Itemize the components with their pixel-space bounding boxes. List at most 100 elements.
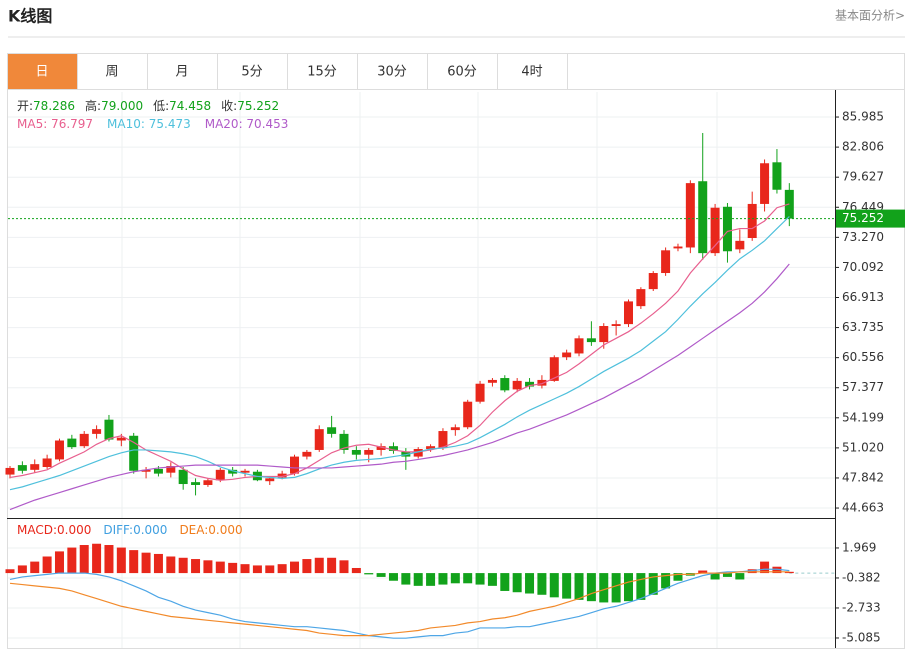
legend-item: MA20: 70.453: [205, 117, 289, 131]
candle-body: [661, 250, 671, 274]
macd-bar: [104, 545, 114, 574]
candle-body: [747, 203, 757, 239]
info-label: 高:: [85, 98, 101, 113]
macd-bar: [487, 573, 497, 586]
candle-body: [104, 419, 114, 440]
tab[interactable]: 日: [7, 53, 78, 90]
macd-bar: [624, 573, 633, 602]
tab-label: 30分: [377, 65, 407, 80]
macd-bar: [376, 573, 386, 577]
candle-body: [314, 429, 324, 450]
candle-body: [438, 431, 448, 449]
tab-label: 60分: [447, 65, 477, 80]
macd-bar: [129, 550, 139, 574]
macd-bar: [339, 560, 349, 574]
tab[interactable]: 30分: [357, 53, 428, 90]
candle-body: [351, 449, 361, 455]
macd-bar: [240, 564, 250, 574]
y-tick-label: 57.377: [842, 380, 884, 394]
tab[interactable]: 4时: [497, 53, 568, 90]
macd-bar: [512, 573, 522, 593]
candle-body: [191, 482, 201, 485]
macd-bar: [698, 570, 708, 574]
macd-bar: [661, 573, 671, 589]
macd-bar: [586, 573, 596, 602]
macd-bar: [525, 573, 535, 594]
macd-bar: [215, 561, 225, 574]
macd-bar: [314, 557, 324, 574]
tab-label: 4时: [521, 65, 542, 80]
candle-body: [636, 289, 646, 307]
macd-line: [9, 571, 790, 637]
tab[interactable]: 月: [147, 53, 218, 90]
candle-body: [475, 383, 485, 402]
tab[interactable]: 60分: [427, 53, 498, 90]
ohlc-info: 开:78.286 高:79.000 低:74.458 收:75.252: [17, 98, 279, 113]
candle-body: [302, 451, 312, 457]
candle-body: [722, 206, 732, 252]
candle-body: [648, 273, 658, 290]
candle-body: [215, 469, 225, 481]
macd-bar: [463, 573, 473, 584]
candle-body: [54, 440, 64, 460]
macd-bar: [450, 573, 460, 584]
macd-bar: [92, 543, 102, 574]
macd-bar: [574, 573, 584, 600]
legend-item: MA10: 75.473: [107, 117, 191, 131]
candle-body: [673, 246, 683, 249]
candle-body: [277, 473, 287, 478]
macd-bar: [562, 573, 572, 599]
candle-body: [116, 437, 126, 441]
candle-body: [599, 326, 609, 343]
macd-bar: [500, 573, 510, 591]
ma-line: [9, 216, 790, 491]
legend-item: MA5: 76.797: [17, 117, 93, 131]
macd-bar: [537, 573, 547, 595]
macd-bar: [42, 556, 52, 574]
macd-bar: [599, 573, 609, 603]
tab[interactable]: 15分: [287, 53, 358, 90]
candle-body: [79, 433, 89, 447]
candle-body: [463, 401, 473, 428]
candle-body: [710, 207, 720, 254]
candle-body: [265, 478, 275, 482]
macd-bar: [636, 573, 646, 600]
candle-body: [42, 458, 52, 467]
macd-bar: [673, 573, 683, 581]
tab[interactable]: 周: [77, 53, 148, 90]
candle-body: [611, 324, 621, 327]
candle-body: [30, 464, 40, 470]
macd-bar: [475, 573, 485, 585]
y-tick-label: 47.842: [842, 470, 884, 484]
ma-legend: MA5: 76.797 MA10: 75.473 MA20: 70.453: [17, 117, 288, 131]
candle-body: [698, 181, 708, 254]
y-tick-label: -5.085: [842, 630, 881, 644]
macd-bar: [648, 573, 658, 595]
macd-legend: MACD:0.000 DIFF:0.000 DEA:0.000: [17, 523, 243, 537]
y-tick-label: -2.733: [842, 600, 881, 614]
candle-body: [549, 357, 559, 381]
macd-bar: [722, 573, 732, 577]
macd-bar: [67, 547, 77, 574]
candle-body: [228, 469, 238, 474]
tab[interactable]: 5分: [217, 53, 288, 90]
y-tick-label: 73.270: [842, 230, 884, 244]
y-tick-label: 70.092: [842, 260, 884, 274]
candle-body: [735, 240, 745, 250]
candle-body: [537, 379, 547, 386]
tab-label: 日: [35, 65, 48, 80]
macd-bar: [760, 561, 770, 574]
macd-bar: [5, 569, 15, 574]
candle-body: [166, 466, 176, 473]
macd-line: [9, 568, 790, 639]
last-price-label: 75.252: [842, 211, 884, 225]
macd-bar: [54, 551, 64, 574]
y-tick-label: -0.382: [842, 570, 881, 584]
macd-bar: [549, 573, 559, 598]
candle-body: [450, 427, 460, 431]
y-tick-label: 85.985: [842, 110, 884, 124]
ma-line: [9, 203, 790, 481]
y-tick-label: 54.199: [842, 410, 884, 424]
y-tick-label: 79.627: [842, 170, 884, 184]
analysis-link[interactable]: 基本面分析>: [835, 9, 905, 23]
